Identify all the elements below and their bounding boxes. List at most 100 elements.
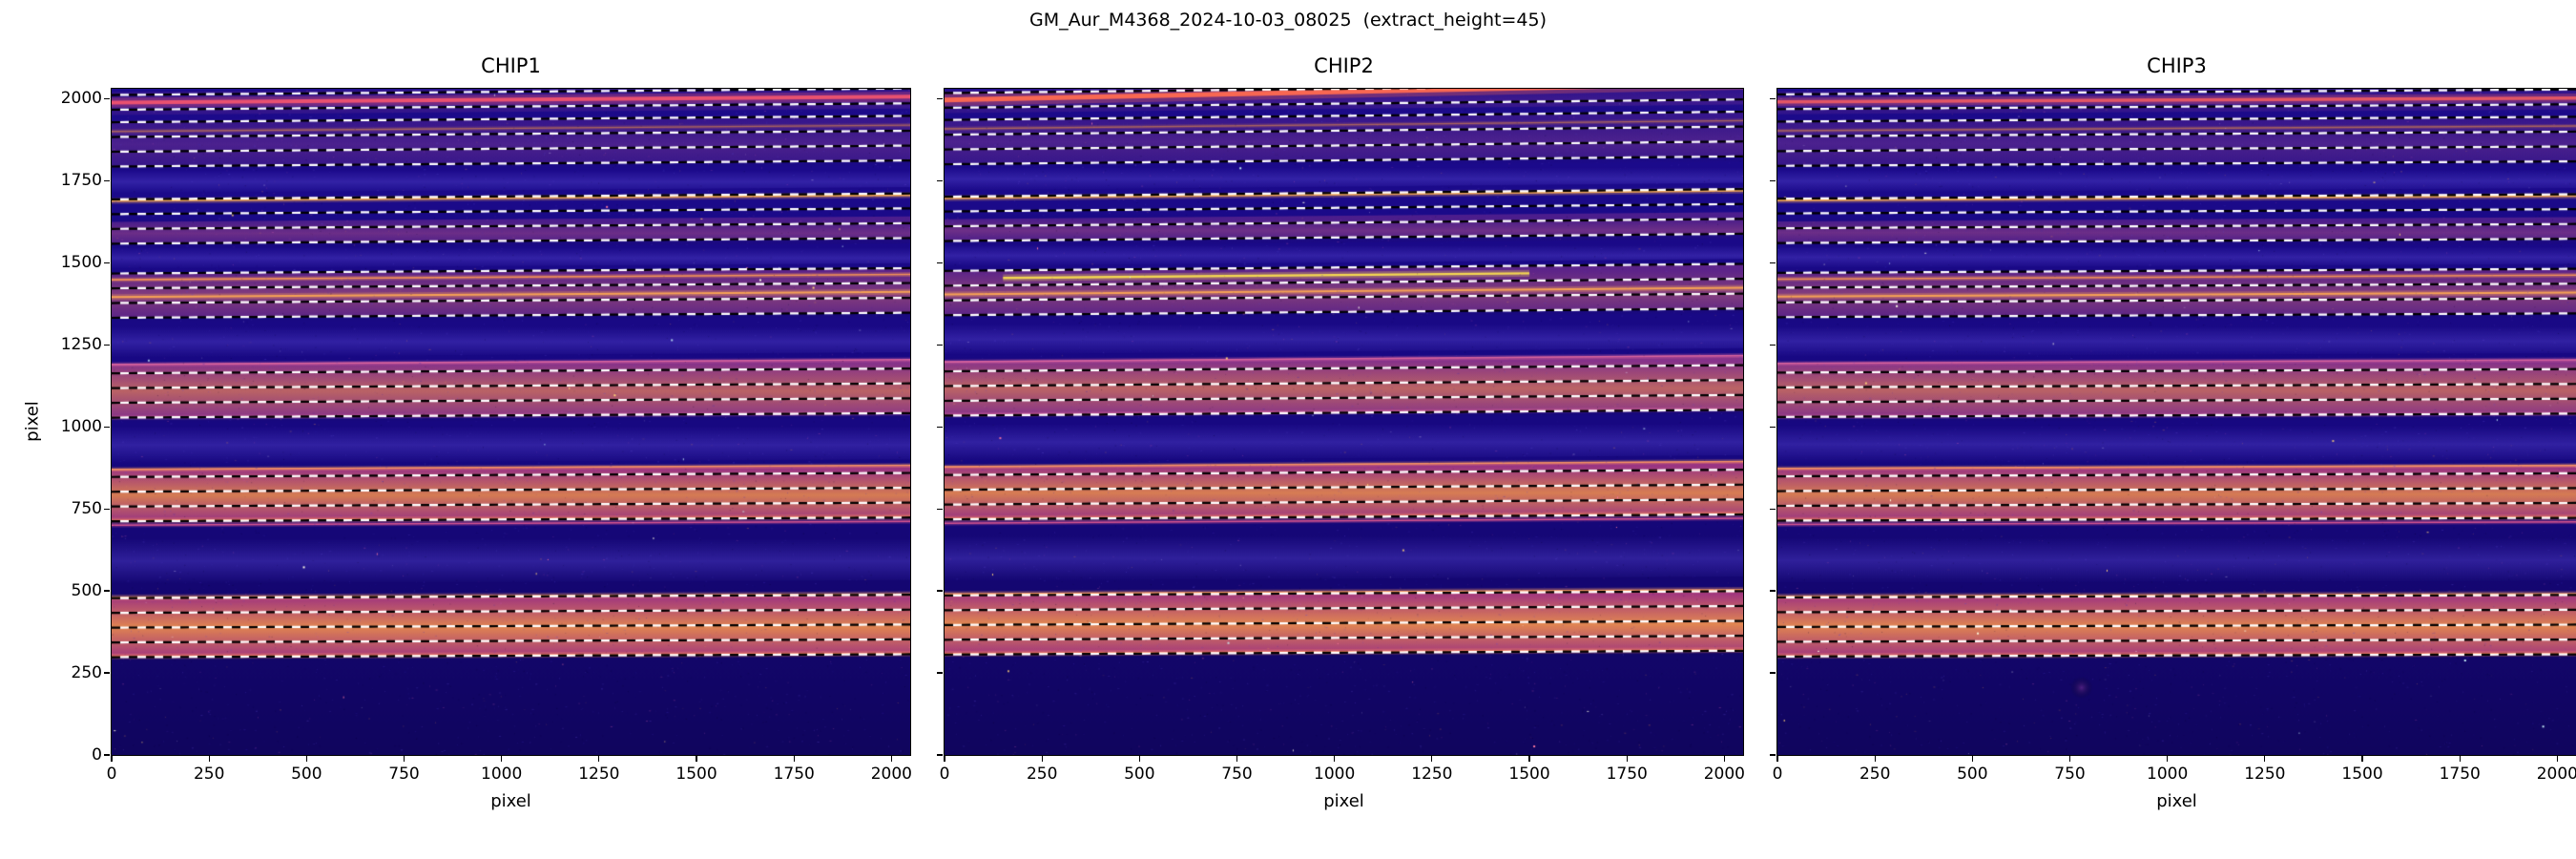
x-tick: [1626, 756, 1628, 762]
y-tick: [1770, 590, 1776, 592]
x-tick-label: 750: [2054, 765, 2086, 784]
subplot-chip1: CHIP1 pixel 0 250 500 750 1000 1250 1500 1750 20…: [61, 54, 912, 811]
x-tick: [1776, 756, 1778, 762]
x-tick: [1723, 756, 1725, 762]
y-tick: [937, 97, 943, 99]
chip2-spectral-image: [945, 89, 1743, 755]
x-tick: [208, 756, 210, 762]
y-tick-label: 500: [71, 581, 102, 601]
x-tick: [1431, 756, 1433, 762]
x-tick-label: 1750: [773, 765, 815, 784]
y-tick: [1770, 262, 1776, 263]
y-tick: [1770, 344, 1776, 346]
y-tick-label: 1000: [60, 417, 102, 437]
y-tick: [937, 262, 943, 263]
y-tick: [104, 590, 110, 592]
x-tick-label: 1250: [1411, 765, 1453, 784]
chip2-x-axis-label: pixel: [1323, 791, 1364, 811]
x-tick: [793, 756, 795, 762]
y-tick: [1770, 754, 1776, 756]
subplot-chip3: CHIP3 pixel 0 250 500 750 1000 1250 1500 1750 20…: [1770, 54, 2576, 811]
chip1-title: CHIP1: [481, 54, 541, 77]
y-tick: [937, 426, 943, 428]
x-tick-label: 1250: [2244, 765, 2286, 784]
x-tick-label: 2000: [870, 765, 912, 784]
x-tick: [890, 756, 892, 762]
y-tick: [937, 344, 943, 346]
x-tick: [2167, 756, 2169, 762]
chip1-spectral-image: [112, 89, 910, 755]
x-tick: [1528, 756, 1530, 762]
x-tick-label: 750: [1221, 765, 1253, 784]
chip3-spectral-image: [1777, 89, 2576, 755]
y-tick-label: 2000: [60, 89, 102, 109]
x-tick-label: 0: [939, 765, 950, 784]
y-tick-label: 250: [71, 663, 102, 683]
chip3-title: CHIP3: [2147, 54, 2207, 77]
x-tick: [1874, 756, 1876, 762]
x-tick-label: 500: [1957, 765, 1988, 784]
x-tick: [1138, 756, 1140, 762]
y-tick: [104, 179, 110, 181]
y-tick: [1770, 672, 1776, 674]
x-tick: [944, 756, 945, 762]
chip3-x-axis-label: pixel: [2156, 791, 2197, 811]
x-tick: [2068, 756, 2071, 762]
x-tick-label: 1000: [1314, 765, 1356, 784]
x-tick-label: 250: [1026, 765, 1058, 784]
y-tick: [1770, 426, 1776, 428]
x-tick: [1334, 756, 1336, 762]
y-tick-label: 1250: [60, 335, 102, 355]
x-tick-label: 1000: [2147, 765, 2189, 784]
y-tick: [1770, 97, 1776, 99]
x-tick-label: 1250: [578, 765, 620, 784]
y-tick: [1770, 179, 1776, 181]
x-tick-label: 250: [1859, 765, 1891, 784]
y-tick: [104, 344, 110, 346]
y-tick: [104, 262, 110, 263]
y-tick: [104, 672, 110, 674]
y-tick-label: 1500: [60, 253, 102, 273]
x-tick: [2556, 756, 2558, 762]
y-tick: [937, 672, 943, 674]
x-tick: [2361, 756, 2363, 762]
x-tick: [1041, 756, 1043, 762]
y-axis-label: pixel: [22, 401, 43, 442]
y-tick: [104, 508, 110, 510]
chip1-x-axis-label: pixel: [490, 791, 531, 811]
x-tick: [111, 756, 113, 762]
x-tick-label: 1000: [481, 765, 523, 784]
x-tick: [598, 756, 600, 762]
chip2-title: CHIP2: [1314, 54, 1374, 77]
y-tick-label: 1750: [60, 171, 102, 191]
x-tick-label: 250: [193, 765, 225, 784]
y-tick: [937, 179, 943, 181]
x-tick-label: 1750: [1606, 765, 1648, 784]
y-tick: [1770, 508, 1776, 510]
subplot-chip2: CHIP2 pixel 0 250 500 750 1000 1250 1500 1750 20…: [937, 54, 1745, 811]
x-tick-label: 1500: [675, 765, 717, 784]
x-tick-label: 2000: [2536, 765, 2576, 784]
x-tick-label: 0: [1772, 765, 1783, 784]
y-tick-label: 750: [71, 499, 102, 519]
x-tick-label: 1750: [2439, 765, 2481, 784]
x-tick-label: 1500: [1508, 765, 1550, 784]
y-tick: [104, 754, 110, 756]
y-tick: [937, 508, 943, 510]
x-tick-label: 750: [388, 765, 420, 784]
x-tick: [305, 756, 307, 762]
x-tick-label: 2000: [1703, 765, 1745, 784]
y-tick: [937, 754, 943, 756]
x-tick-label: 500: [1124, 765, 1155, 784]
figure-title: GM_Aur_M4368_2024-10-03_08025 (extract_h…: [1028, 10, 1548, 31]
x-tick-label: 1500: [2341, 765, 2383, 784]
x-tick-label: 0: [106, 765, 117, 784]
x-tick: [1236, 756, 1238, 762]
x-tick: [403, 756, 405, 762]
y-tick: [937, 590, 943, 592]
y-tick: [104, 97, 110, 99]
y-tick-label: 0: [92, 745, 102, 765]
x-tick: [2459, 756, 2461, 762]
x-tick: [501, 756, 503, 762]
